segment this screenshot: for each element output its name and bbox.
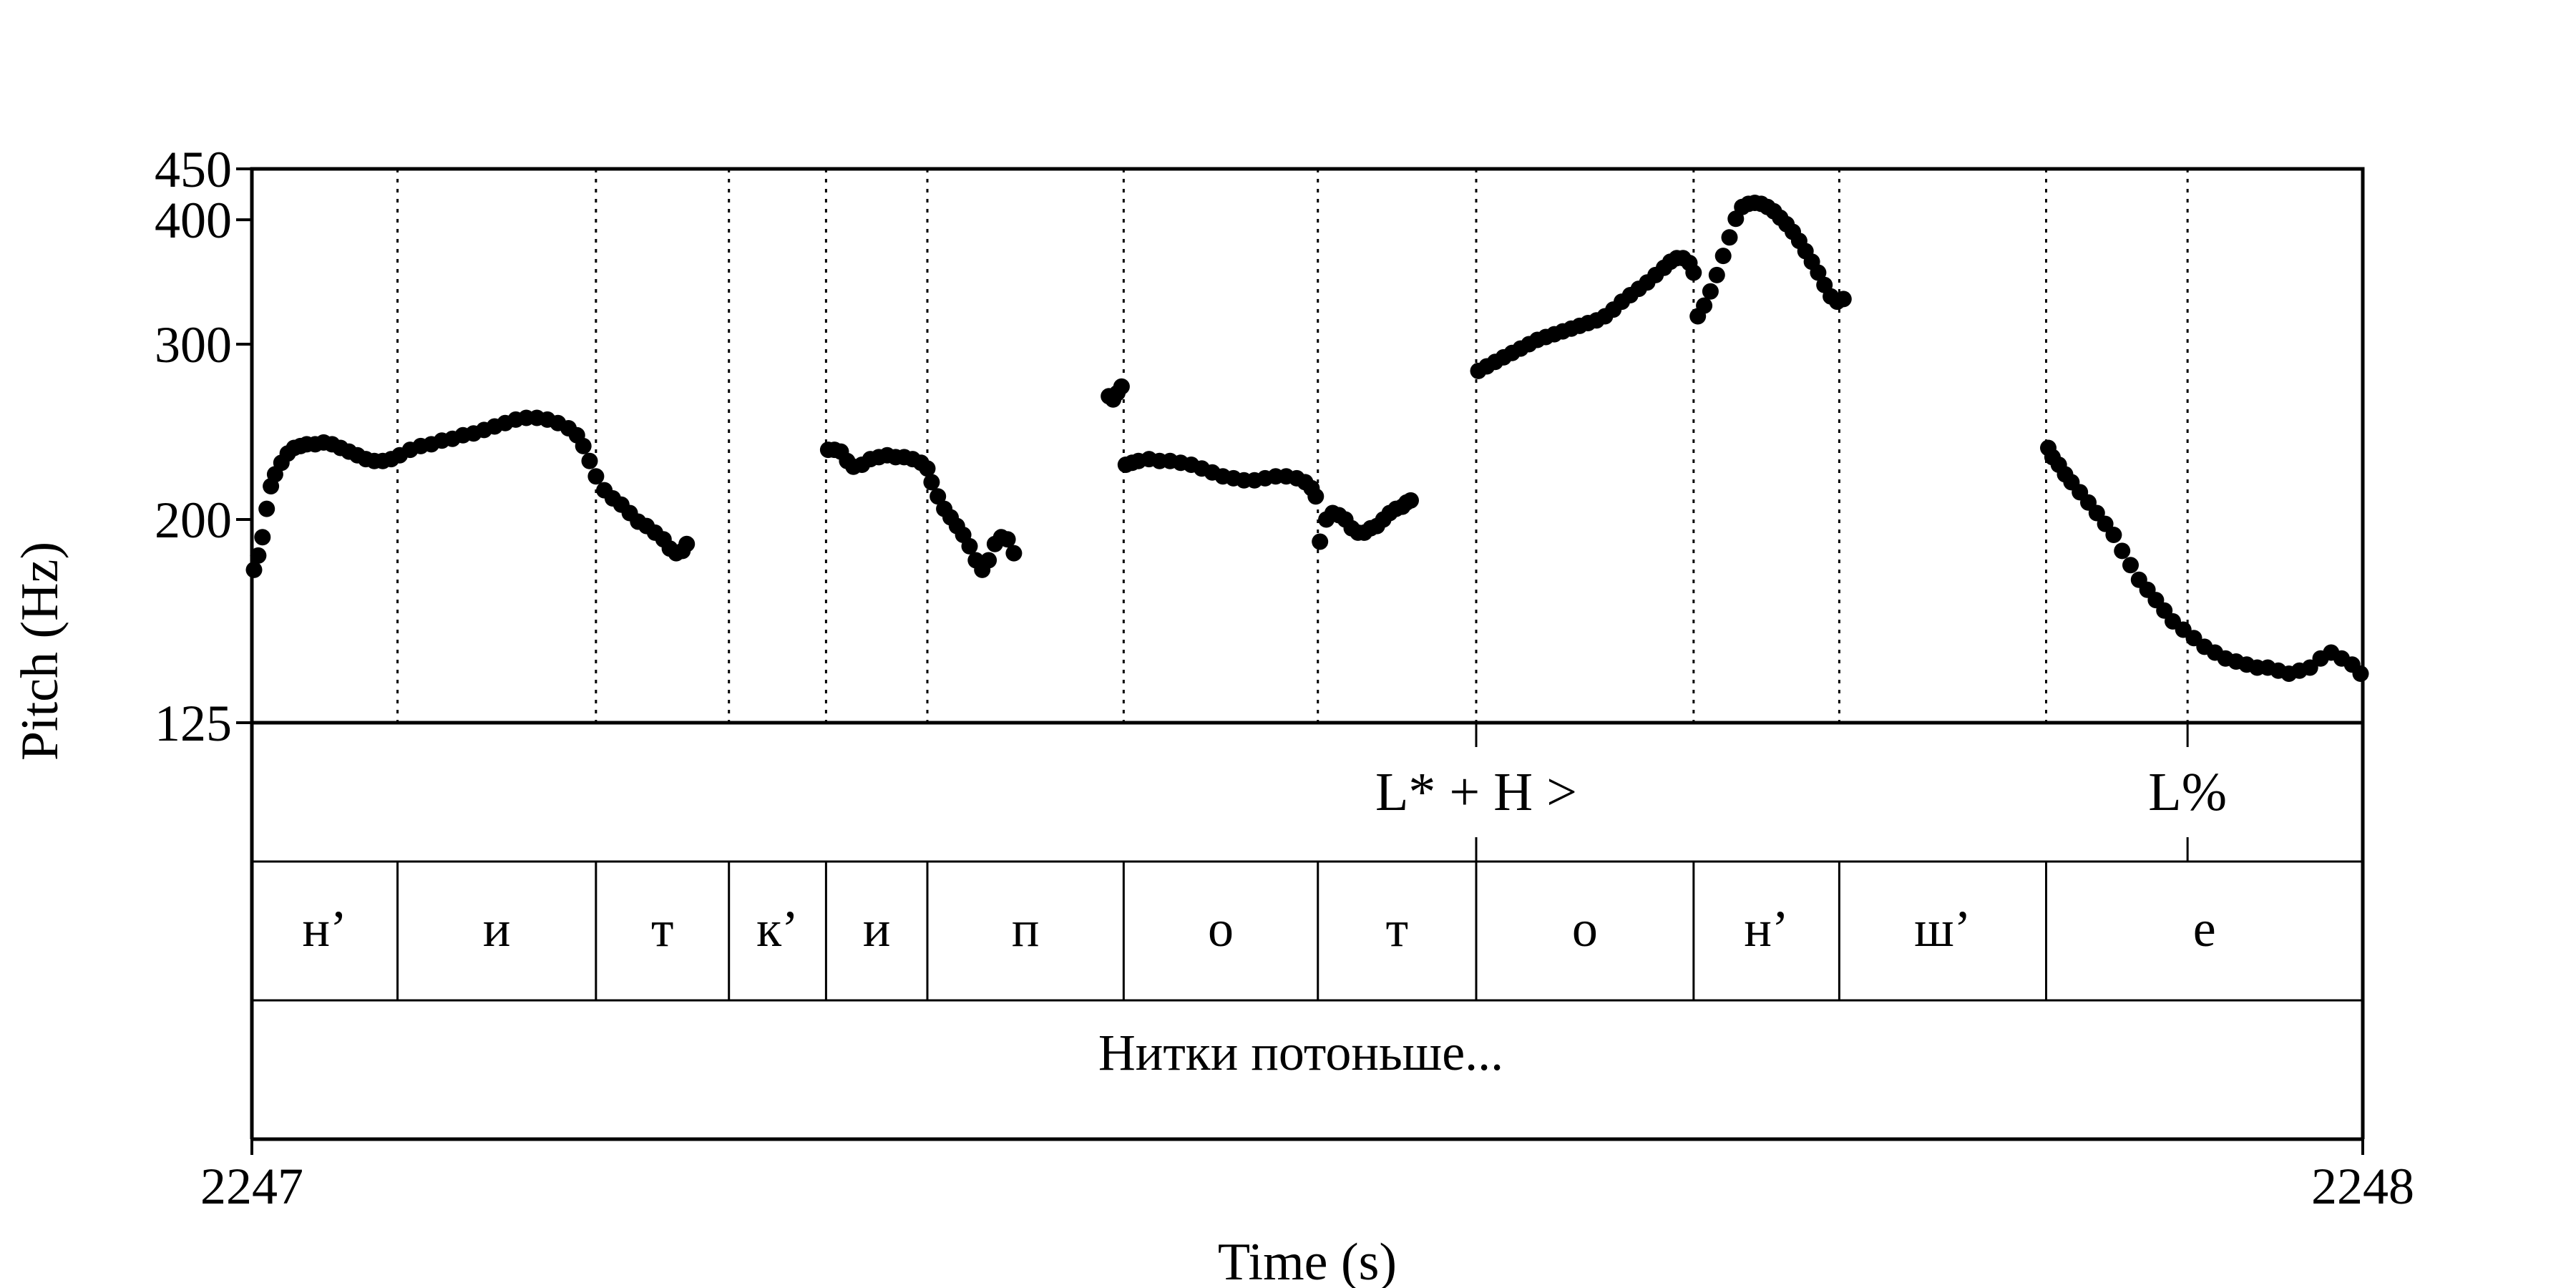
pitch-panel-frame <box>250 167 2365 725</box>
pitch-point <box>1835 291 1852 308</box>
pitch-point <box>254 529 271 546</box>
pitch-point <box>1721 229 1738 246</box>
segment-label: п <box>1012 900 1040 957</box>
pitch-point <box>1113 378 1130 395</box>
pitch-point <box>250 547 267 564</box>
pitch-point <box>930 488 947 505</box>
segment-label: т <box>651 900 673 957</box>
frames <box>250 167 2365 1141</box>
pitch-point <box>999 531 1016 548</box>
pitch-point <box>1685 264 1702 281</box>
y-tick-label: 450 <box>155 141 232 198</box>
pitch-point <box>678 535 696 552</box>
segment-label: т <box>1386 900 1408 957</box>
pitch-point <box>587 468 605 485</box>
pitch-point <box>258 500 275 517</box>
x-tick-label-end: 2248 <box>2311 1158 2414 1215</box>
pitch-point <box>1714 248 1732 265</box>
pitch-point <box>575 437 592 454</box>
sentence-tier: Нитки потоньше... <box>1098 1024 1503 1081</box>
pitch-track <box>245 195 2369 682</box>
y-tick-label: 300 <box>155 316 232 374</box>
sentence-label: Нитки потоньше... <box>1098 1024 1503 1081</box>
pitch-point <box>1810 264 1827 281</box>
x-axis-label: Time (s) <box>1218 1233 1397 1288</box>
segment-label: н’ <box>1744 900 1789 957</box>
pitch-point <box>581 452 598 469</box>
pitch-point <box>919 460 936 477</box>
pitch-point <box>1696 297 1713 314</box>
segment-label: ш’ <box>1914 900 1971 957</box>
pitch-point <box>1402 492 1419 509</box>
pitch-point <box>245 561 263 578</box>
tone-mark-label: L* + H > <box>1375 762 1577 822</box>
segment-label: е <box>2193 900 2216 957</box>
pitch-point <box>980 552 997 569</box>
pitch-point <box>2105 527 2122 543</box>
y-tick-label: 400 <box>155 192 232 249</box>
segment-label: к’ <box>756 900 799 957</box>
segment-label: и <box>863 900 891 957</box>
pitch-point <box>1708 266 1725 283</box>
y-tick-label: 200 <box>155 492 232 549</box>
segment-label: н’ <box>303 900 348 957</box>
segment-label: о <box>1572 900 1598 957</box>
tone-mark-label: L% <box>2148 762 2227 822</box>
pitch-point <box>2114 542 2131 560</box>
segment-label: и <box>483 900 511 957</box>
pitch-point <box>923 474 940 491</box>
x-tick-label-start: 2247 <box>200 1158 303 1215</box>
pitch-point <box>1307 488 1324 505</box>
pitch-point <box>2352 665 2369 682</box>
segment-label: о <box>1208 900 1234 957</box>
pitch-point <box>2122 557 2139 574</box>
segment-tier: н’ и т к’ и п о т о н’ ш’ е <box>303 862 2216 1000</box>
y-tick-label: 125 <box>155 695 232 752</box>
tone-tier: L* + H > L% <box>1375 723 2227 862</box>
segment-boundaries <box>396 169 2189 723</box>
pitch-point <box>1702 283 1719 300</box>
x-axis: 2247 2248 <box>200 1139 2414 1215</box>
pitch-point <box>1312 533 1329 550</box>
pitch-point <box>1005 545 1023 562</box>
pitch-point <box>961 537 978 555</box>
y-axis-label: Pitch (Hz) <box>11 542 69 761</box>
